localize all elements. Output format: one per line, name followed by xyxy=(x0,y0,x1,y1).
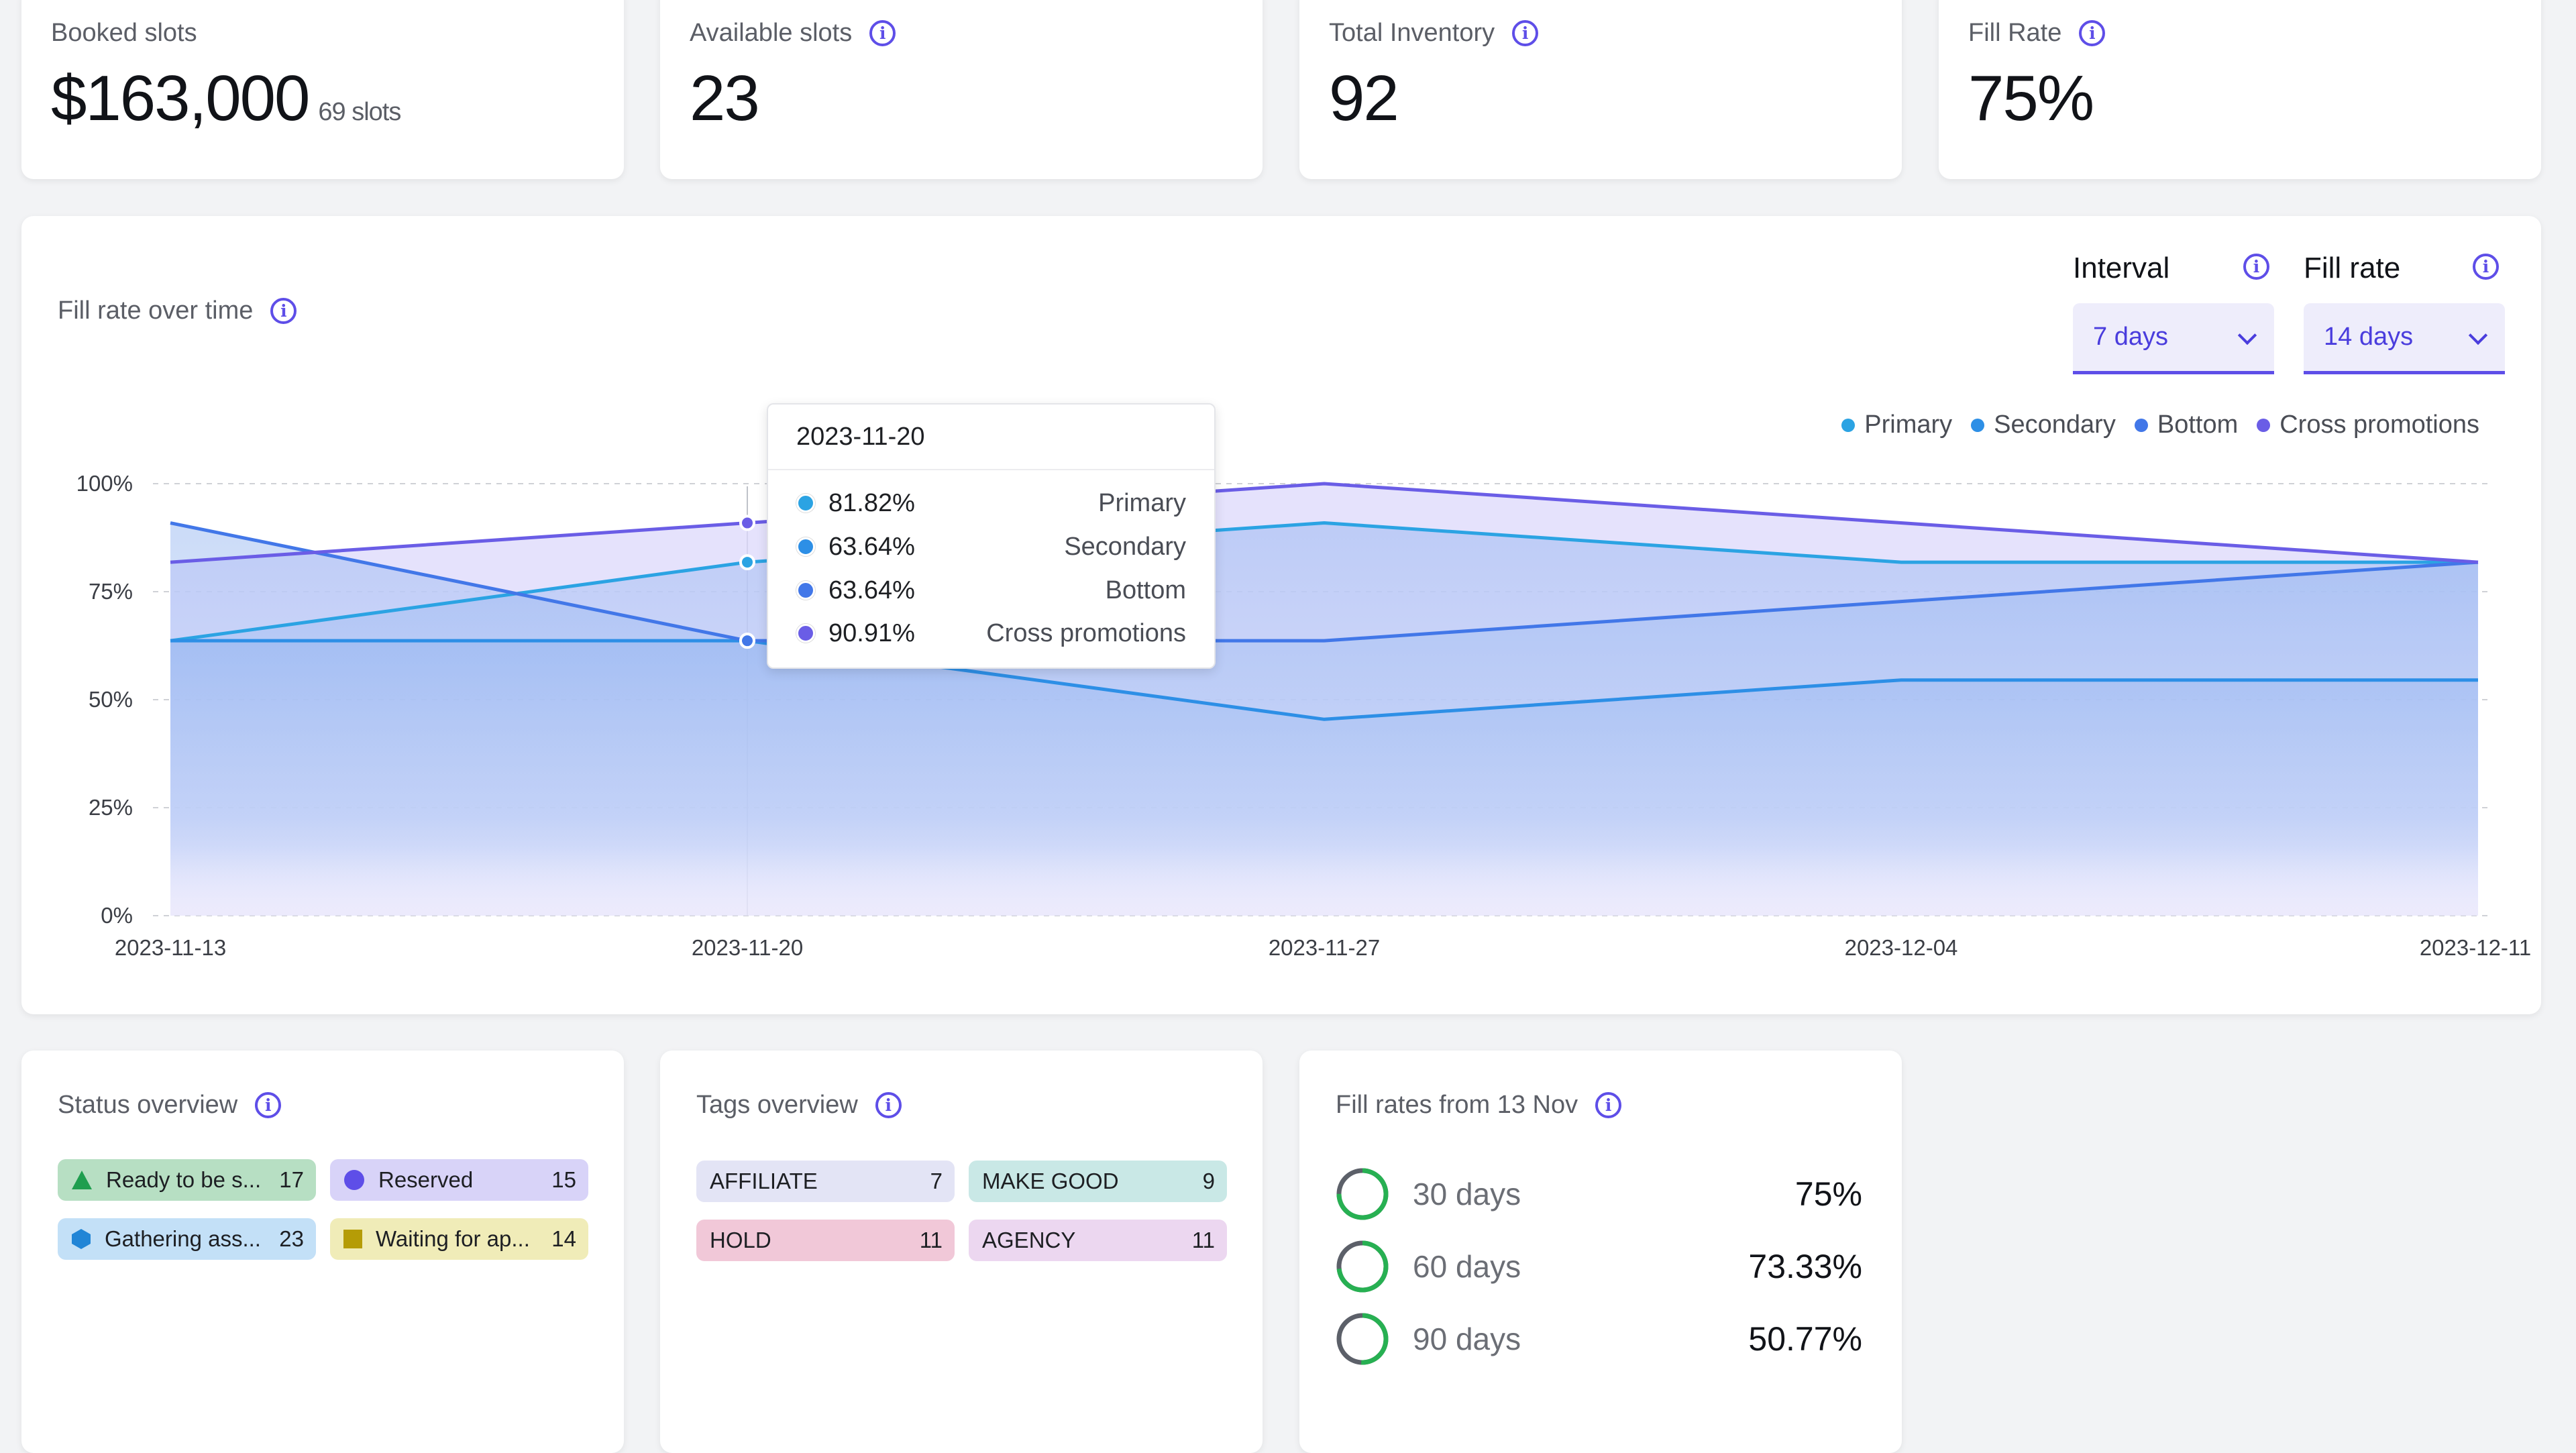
tooltip-value: 63.64% xyxy=(828,532,915,561)
fill-rate-period: 30 days xyxy=(1413,1177,1521,1212)
tooltip-row: 81.82% Primary xyxy=(796,486,1186,520)
legend-item-cross-promotions[interactable]: Cross promotions xyxy=(2257,411,2479,439)
x-tick-label: 2023-11-13 xyxy=(114,935,227,960)
x-tick-label: 2023-12-11 xyxy=(2419,935,2532,960)
progress-ring-icon xyxy=(1336,1313,1389,1365)
legend-item-bottom[interactable]: Bottom xyxy=(2134,411,2238,439)
y-tick-label: 0% xyxy=(101,903,133,928)
kpi-card-booked-slots: Booked slots $163,000 69 slots xyxy=(21,0,624,179)
info-icon[interactable]: i xyxy=(270,298,297,324)
square-icon xyxy=(343,1230,362,1248)
tag-chip-affiliate[interactable]: AFFILIATE 7 xyxy=(696,1161,955,1202)
progress-ring-icon xyxy=(1336,1168,1389,1220)
chart-title: Fill rate over time i xyxy=(58,297,297,325)
series-dot xyxy=(796,494,815,513)
y-tick-label: 75% xyxy=(88,579,133,604)
x-tick-label: 2023-12-04 xyxy=(1844,935,1958,960)
tooltip-value: 90.91% xyxy=(828,618,915,647)
tooltip-row: 63.64% Bottom xyxy=(796,574,1186,607)
kpi-subvalue: 69 slots xyxy=(318,98,401,126)
tag-chip-agency[interactable]: AGENCY 11 xyxy=(969,1220,1227,1261)
status-chip-gathering[interactable]: Gathering ass... 23 xyxy=(58,1218,316,1260)
chevron-down-icon xyxy=(2468,325,2488,345)
status-chip-waiting[interactable]: Waiting for ap... 14 xyxy=(330,1218,588,1260)
interval-label: Interval xyxy=(2073,252,2170,284)
chart-tooltip: 2023-11-20 81.82% Primary 63.64% Seconda… xyxy=(767,403,1216,669)
kpi-value: $163,000 69 slots xyxy=(51,62,401,134)
fill-rate-label: Fill rate xyxy=(2304,252,2401,284)
kpi-label: Fill Rate i xyxy=(1968,19,2106,48)
y-tick-label: 50% xyxy=(88,687,133,712)
section-title: Status overview i xyxy=(58,1091,282,1120)
kpi-label: Available slots i xyxy=(690,19,896,48)
legend-item-secondary[interactable]: Secondary xyxy=(1971,411,2116,439)
fill-rates-card: Fill rates from 13 Nov i 30 days 75% 60 d… xyxy=(1299,1051,1902,1453)
info-icon[interactable]: i xyxy=(255,1092,282,1118)
tooltip-value: 81.82% xyxy=(828,488,915,517)
x-tick-label: 2023-11-20 xyxy=(691,935,804,960)
status-chip-ready[interactable]: Ready to be s... 17 xyxy=(58,1159,316,1201)
fill-rate-row-60-days: 60 days 73.33% xyxy=(1336,1240,1862,1293)
kpi-value: 92 xyxy=(1329,62,1399,134)
kpi-value: 75% xyxy=(1968,62,2094,134)
y-tick-label: 100% xyxy=(76,471,133,496)
legend-item-primary[interactable]: Primary xyxy=(1841,411,1952,439)
x-tick-label: 2023-11-27 xyxy=(1268,935,1381,960)
fill-rate-value: 73.33% xyxy=(1748,1248,1862,1285)
section-title: Tags overview i xyxy=(696,1091,902,1120)
tooltip-series-name: Cross promotions xyxy=(986,618,1186,647)
kpi-label: Total Inventory i xyxy=(1329,19,1539,48)
fill-rate-period: 60 days xyxy=(1413,1249,1521,1284)
info-icon[interactable]: i xyxy=(1595,1092,1622,1118)
chart-legend: Primary Secondary Bottom Cross promotion… xyxy=(1841,411,2479,439)
series-dot xyxy=(796,581,815,600)
tooltip-row: 90.91% Cross promotions xyxy=(796,616,1186,650)
series-dot xyxy=(796,624,815,643)
tooltip-row: 63.64% Secondary xyxy=(796,530,1186,563)
chevron-down-icon xyxy=(2237,325,2257,345)
info-icon[interactable]: i xyxy=(869,20,896,46)
kpi-card-fill-rate: Fill Rate i 75% xyxy=(1939,0,2541,179)
info-icon[interactable]: i xyxy=(2473,254,2499,280)
tag-chip-hold[interactable]: HOLD 11 xyxy=(696,1220,955,1261)
kpi-label: Booked slots xyxy=(51,19,197,47)
legend-dot xyxy=(2257,418,2271,432)
interval-select[interactable]: 7 days xyxy=(2073,303,2274,374)
info-icon[interactable]: i xyxy=(875,1092,902,1118)
info-icon[interactable]: i xyxy=(2243,254,2269,280)
series-dot xyxy=(796,537,815,556)
legend-dot xyxy=(1841,418,1856,432)
status-overview-card: Status overview i Ready to be s... 17 Rese… xyxy=(21,1051,624,1453)
y-tick-label: 25% xyxy=(88,795,133,820)
status-chip-reserved[interactable]: Reserved 15 xyxy=(330,1159,588,1201)
tooltip-series-name: Primary xyxy=(1098,488,1186,517)
chart-card: Fill rate over time i Interval i 7 days F… xyxy=(21,216,2541,1014)
info-icon[interactable]: i xyxy=(1512,20,1539,46)
kpi-card-available-slots: Available slots i 23 xyxy=(660,0,1263,179)
legend-dot xyxy=(2134,418,2148,432)
fill-rate-value: 75% xyxy=(1794,1175,1862,1213)
kpi-card-total-inventory: Total Inventory i 92 xyxy=(1299,0,1902,179)
hexagon-icon xyxy=(72,1229,91,1249)
kpi-value: 23 xyxy=(690,62,760,134)
tooltip-series-name: Secondary xyxy=(1064,532,1186,561)
section-title: Fill rates from 13 Nov i xyxy=(1336,1091,1622,1120)
fill-rate-select[interactable]: 14 days xyxy=(2304,303,2505,374)
triangle-icon xyxy=(72,1171,92,1189)
legend-dot xyxy=(1971,418,1985,432)
tags-overview-card: Tags overview i AFFILIATE 7 MAKE GOOD 9 HOL… xyxy=(660,1051,1263,1453)
tooltip-date: 2023-11-20 xyxy=(768,405,1214,470)
tooltip-value: 63.64% xyxy=(828,576,915,604)
circle-icon xyxy=(344,1170,364,1190)
fill-rate-value: 50.77% xyxy=(1748,1320,1862,1358)
info-icon[interactable]: i xyxy=(2079,20,2106,46)
progress-ring-icon xyxy=(1336,1240,1389,1293)
tooltip-series-name: Bottom xyxy=(1105,576,1186,604)
fill-rate-period: 90 days xyxy=(1413,1322,1521,1356)
tag-chip-make-good[interactable]: MAKE GOOD 9 xyxy=(969,1161,1227,1202)
fill-rate-row-30-days: 30 days 75% xyxy=(1336,1167,1862,1221)
fill-rate-row-90-days: 90 days 50.77% xyxy=(1336,1312,1862,1366)
